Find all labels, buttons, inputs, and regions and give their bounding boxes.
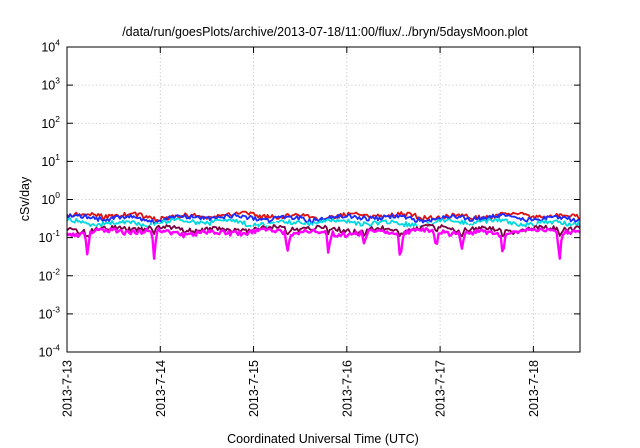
y-tick-label: 10-4 xyxy=(39,343,61,360)
y-tick-label: 10-1 xyxy=(39,228,61,245)
chart-title: /data/run/goesPlots/archive/2013-07-18/1… xyxy=(122,25,528,39)
x-tick-label: 2013-7-13 xyxy=(61,360,75,417)
series-line xyxy=(66,222,581,233)
x-tick-label: 2013-7-14 xyxy=(154,360,168,417)
y-tick-label: 10-2 xyxy=(39,266,61,283)
x-tick-labels: 2013-7-13 2013-7-14 2013-7-15 2013-7-16 2013… xyxy=(61,360,541,417)
series-line xyxy=(66,223,581,238)
x-tick-label: 2013-7-18 xyxy=(527,360,541,417)
y-tick-label: 100 xyxy=(41,190,60,207)
ticks xyxy=(66,46,580,353)
y-tick-label: 10-3 xyxy=(39,304,61,321)
x-tick-label: 2013-7-16 xyxy=(340,360,354,417)
series-group xyxy=(66,210,581,260)
y-tick-label: 104 xyxy=(41,38,60,55)
y-tick-label: 102 xyxy=(41,114,60,131)
x-tick-label: 2013-7-15 xyxy=(247,360,261,417)
x-axis-label: Coordinated Universal Time (UTC) xyxy=(227,432,419,446)
grid xyxy=(67,47,580,352)
x-tick-label: 2013-7-17 xyxy=(434,360,448,417)
y-tick-label: 103 xyxy=(41,76,60,93)
y-axis-label: cSv/day xyxy=(18,176,32,221)
y-tick-labels: 104 103 102 101 100 10-1 10-2 10-3 10-4 xyxy=(39,38,61,360)
y-tick-label: 101 xyxy=(41,152,60,169)
series-line xyxy=(66,226,581,260)
